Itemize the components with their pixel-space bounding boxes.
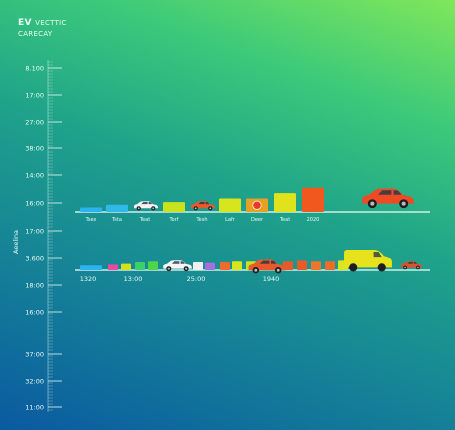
car-window [259, 260, 270, 264]
car-hub [370, 201, 375, 206]
title-suffix: VECTTIC [35, 19, 67, 27]
bar [163, 202, 185, 212]
x-tick-label: Teat [279, 217, 290, 223]
bar [80, 207, 102, 212]
y-tick-label: 17:00 [25, 91, 44, 99]
car-hub [254, 268, 258, 272]
car-body [163, 260, 192, 269]
badge-icon [252, 200, 262, 210]
timeline-label: 25:00 [187, 275, 206, 283]
bar [148, 261, 158, 270]
bar [121, 263, 131, 270]
bar [311, 261, 321, 270]
bar [106, 204, 128, 212]
bar [193, 262, 203, 270]
x-tick-label: 2020 [307, 217, 320, 223]
white-car-icon [163, 260, 192, 272]
car-body [362, 188, 414, 204]
car-window [198, 202, 205, 205]
bar [232, 261, 242, 270]
y-tick-label: 32:00 [25, 377, 44, 385]
van-wheel [349, 263, 358, 272]
yellow-van-icon [344, 250, 392, 272]
car-hub [194, 207, 197, 210]
title-prefix: EV [18, 18, 32, 28]
car-hub [137, 207, 140, 210]
y-tick-label: 37:00 [25, 350, 44, 358]
bar [220, 262, 230, 270]
car-hub [404, 266, 406, 269]
bar [80, 265, 102, 270]
x-tick-label: Lafr [225, 217, 236, 223]
timeline-label: 13:00 [124, 275, 143, 283]
x-tick-label: Deer [251, 217, 264, 223]
car-window [171, 261, 180, 264]
red-car-icon [362, 188, 414, 209]
car-window [180, 261, 185, 264]
x-tick-label: Teat [139, 217, 150, 223]
bar [297, 260, 307, 270]
bar [302, 187, 324, 212]
car-hub [401, 201, 406, 206]
van-window [373, 252, 382, 258]
van-wheel [377, 263, 386, 272]
car-window [271, 260, 277, 264]
car-body [191, 201, 215, 209]
timeline-label: 1940 [263, 275, 280, 283]
car-window [205, 202, 210, 205]
chart-title: EV VECTTIC CARECAY [18, 18, 67, 40]
bar [274, 193, 296, 212]
y-tick-label: 18:00 [25, 281, 44, 289]
title-main: EV VECTTIC [18, 18, 67, 29]
x-tick-label: Tsta [111, 217, 122, 223]
y-tick-label: 16:00 [25, 308, 44, 316]
x-tick-label: Tesh [195, 217, 207, 223]
bar [283, 261, 293, 270]
title-subtitle: CARECAY [18, 30, 53, 38]
y-tick-label: 17:00 [25, 227, 44, 235]
bar [205, 262, 215, 270]
y-tick-label: 38:00 [25, 144, 44, 152]
car-hub [167, 267, 170, 270]
car-hub [276, 268, 280, 272]
timeline-label: 1320 [80, 275, 97, 283]
bar [135, 262, 145, 270]
car-body [248, 259, 286, 271]
bar [325, 261, 335, 270]
car-hub [417, 266, 419, 269]
bar [219, 198, 241, 212]
car-window [141, 202, 148, 205]
car-body [400, 261, 423, 268]
y-tick-label: 8.100 [25, 64, 44, 72]
car-window [393, 190, 402, 195]
car-hub [185, 267, 188, 270]
car-hub [209, 207, 212, 210]
y-tick-label: 14:00 [25, 171, 44, 179]
car-body [134, 201, 158, 209]
car-hub [152, 207, 155, 210]
red-car-icon [248, 259, 286, 274]
y-tick-label: 16:00 [25, 199, 44, 207]
car-window [148, 202, 153, 205]
y-tick-label: 27:00 [25, 118, 44, 126]
car-window [413, 261, 418, 264]
x-tick-label: Tsex [85, 217, 97, 223]
x-tick-label: Torf [168, 217, 178, 223]
bar [108, 264, 118, 270]
y-tick-label: 11:00 [25, 403, 44, 411]
y-tick-label: 3.600 [25, 254, 44, 262]
small-red-car-icon [400, 261, 423, 270]
y-axis-label: Aeelina [12, 230, 20, 254]
red-car-icon [191, 201, 215, 211]
white-car-icon [134, 201, 158, 211]
